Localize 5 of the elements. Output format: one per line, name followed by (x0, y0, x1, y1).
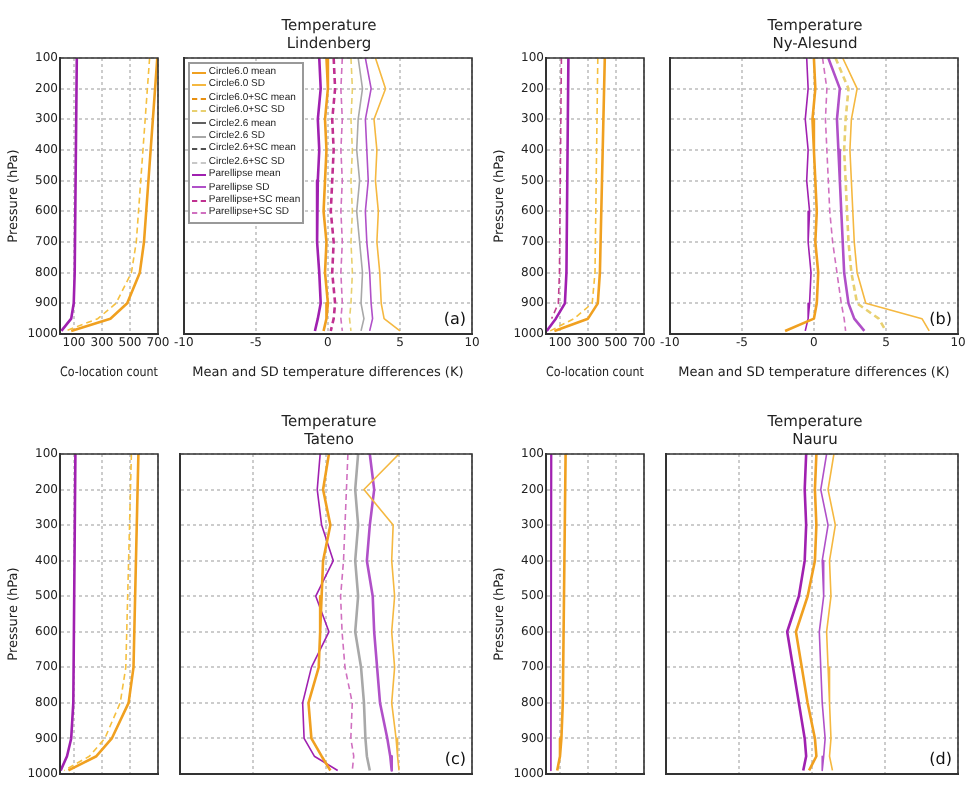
annotation: (b) (929, 310, 952, 329)
annotation: (d) (929, 750, 952, 769)
annotation: (c) (444, 750, 466, 769)
annotation: (a) (443, 310, 466, 329)
line-series (550, 58, 563, 320)
